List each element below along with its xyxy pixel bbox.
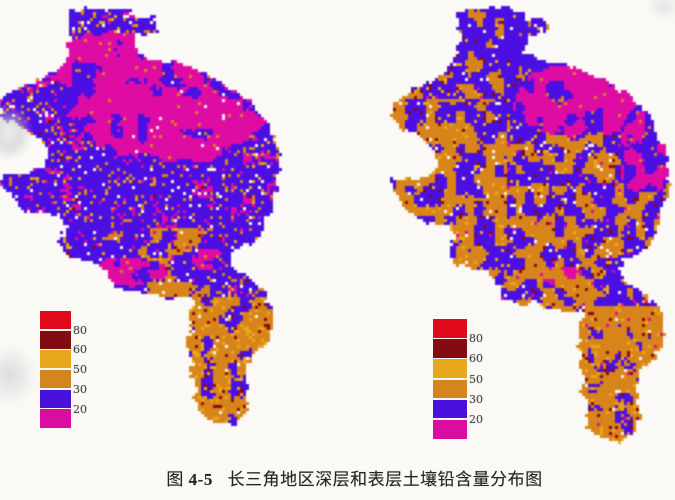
legend-swatch-orange [433,379,467,399]
legend-swatch-orange [40,370,71,389]
legend-threshold-label: 30 [73,382,87,396]
legend-deep-layer: 80 60 50 30 20 [40,311,87,429]
legend-threshold-label: 80 [469,332,483,346]
legend-threshold-label: 30 [469,392,483,406]
legend-threshold-label: 80 [73,323,87,337]
figure-caption: 图 4-5 长三角地区深层和表层土壤铅含量分布图 [0,466,675,496]
legend-threshold-label: 60 [469,352,483,366]
legend-swatch-gold [40,350,71,369]
legend-swatch-blue [40,389,71,408]
legend-swatch-blue [433,399,467,419]
legend-threshold-label: 50 [73,363,87,377]
caption-figure-word: 图 [166,470,184,489]
caption-title: 长三角地区深层和表层土壤铅含量分布图 [227,470,543,489]
legend-swatch-magenta [40,409,71,428]
legend-threshold-label: 50 [469,372,483,386]
legend-surface-layer: 80 60 50 30 20 [433,319,483,440]
legend-threshold-label: 60 [73,343,87,357]
legend-swatch-magenta [433,419,467,439]
caption-figure-number: 4-5 [188,470,213,489]
legend-swatch-red [433,319,467,338]
legend-threshold-label: 20 [469,413,483,426]
legend-swatch-red [40,311,71,330]
legend-swatch-darkred [40,330,71,349]
legend-swatch-darkred [433,339,467,358]
legend-threshold-label: 20 [73,402,87,416]
legend-swatch-gold [433,359,467,378]
